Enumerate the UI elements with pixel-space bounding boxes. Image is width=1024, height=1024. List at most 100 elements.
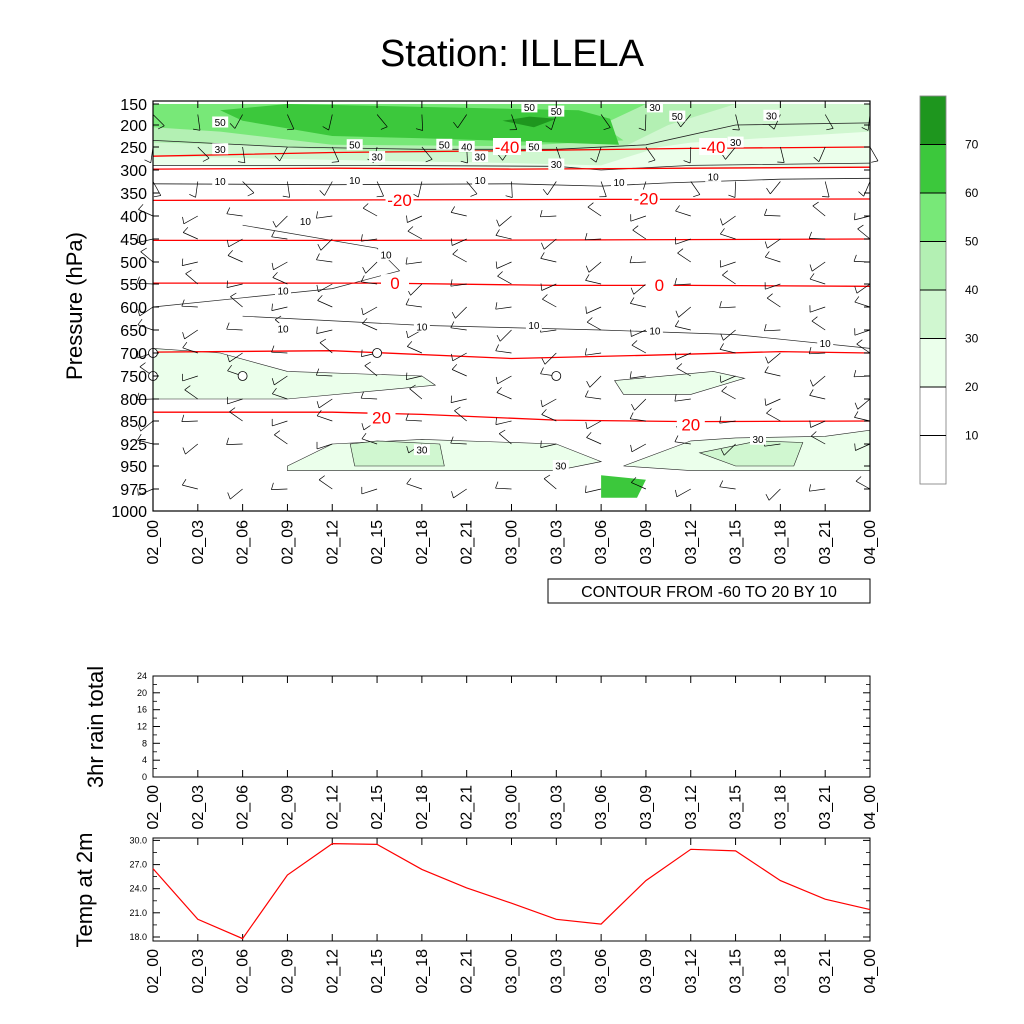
wind-barb-feather <box>586 317 593 323</box>
wind-barb-feather <box>318 475 325 481</box>
wind-barb-feather <box>362 203 369 209</box>
wind-barb <box>719 306 736 309</box>
wind-barb-feather <box>629 371 632 379</box>
wind-barb-feather <box>720 448 725 456</box>
wind-barb <box>809 238 826 240</box>
y-tick-label: 21.0 <box>129 908 147 918</box>
wind-barb-feather <box>319 190 325 196</box>
wind-barb <box>271 488 288 490</box>
wind-barb <box>184 389 199 400</box>
calm-wind-circle <box>237 371 248 381</box>
wind-barb <box>540 215 557 218</box>
wind-barb <box>675 326 691 331</box>
wind-barb <box>183 215 198 225</box>
wind-barb <box>818 146 826 162</box>
wind-barb-feather <box>854 402 859 410</box>
wind-barb-feather <box>677 248 684 254</box>
pressure-tick-label: 925 <box>120 437 147 454</box>
wind-barb <box>376 114 388 128</box>
colorbar-label: 50 <box>965 235 979 249</box>
wind-barb-feather <box>721 386 727 392</box>
wind-barb-feather <box>585 274 590 281</box>
speed-label-background <box>705 170 722 182</box>
wind-barb-feather <box>316 284 319 292</box>
wind-barb-feather <box>181 414 185 422</box>
wind-barb <box>631 329 647 337</box>
wind-barb-feather <box>495 261 498 269</box>
wind-barb-feather <box>540 283 543 291</box>
wind-barb-feather <box>182 216 185 224</box>
wind-barb-feather <box>540 399 543 407</box>
calm-wind-circle <box>551 371 562 381</box>
wind-barb <box>674 441 691 445</box>
wind-barb <box>407 346 423 354</box>
wind-barb-feather <box>674 394 677 402</box>
wind-barb-feather <box>630 329 632 337</box>
wind-barb <box>780 146 785 163</box>
wind-barb <box>765 256 781 263</box>
wind-barb <box>735 114 740 131</box>
colorbar-label: 30 <box>965 332 979 346</box>
y-tick-label: 27.0 <box>129 860 147 870</box>
wind-barb-feather <box>272 220 277 228</box>
y-tick-label: 4 <box>142 755 147 765</box>
wind-barb-feather <box>274 430 281 436</box>
speed-label-background <box>548 158 565 170</box>
speed-label-background <box>669 110 686 122</box>
wind-barb <box>405 419 422 422</box>
y-tick-label: 20 <box>137 688 147 698</box>
wind-barb-feather <box>496 334 501 342</box>
calm-wind-circle <box>372 348 383 358</box>
speed-contour-label: 10 <box>820 339 832 350</box>
wind-barb-feather <box>157 125 165 130</box>
wind-barb <box>680 114 692 128</box>
y-tick-label: 24 <box>137 671 147 681</box>
wind-barb-feather <box>809 379 814 387</box>
temperature-contour-line <box>152 350 871 360</box>
wind-barb <box>406 375 422 380</box>
wind-barb-feather <box>182 341 188 349</box>
speed-label-background <box>212 175 229 187</box>
pressure-tick-label: 200 <box>120 118 147 135</box>
temperature-label-background <box>631 189 660 207</box>
wind-barb <box>331 146 340 162</box>
wind-barb-feather <box>586 380 591 388</box>
wind-barb-feather <box>137 488 139 496</box>
wind-barb-feather <box>822 196 830 198</box>
wind-barb-feather <box>405 298 410 305</box>
temperature-contour-label: -40 <box>701 138 726 157</box>
wind-barb <box>586 420 602 430</box>
info-label: CONTOUR FROM -60 TO 20 BY 10 <box>581 584 837 601</box>
wind-barb-feather <box>720 333 724 341</box>
wind-barb <box>318 479 333 490</box>
wind-barb-feather <box>495 344 500 351</box>
wind-barb <box>272 420 288 427</box>
wind-barb <box>272 277 288 285</box>
wind-barb-feather <box>189 193 196 198</box>
pressure-tick-label: 450 <box>120 232 147 249</box>
wind-barb-feather <box>638 127 646 131</box>
wind-barb-feather <box>675 310 679 318</box>
wind-barb-feather <box>545 125 552 130</box>
speed-contour-label: 30 <box>416 446 428 457</box>
wind-barb <box>279 146 288 162</box>
temperature-contour-line <box>152 198 871 202</box>
time-tick-label: 02_15 <box>369 785 386 830</box>
wind-barb-feather <box>719 375 722 383</box>
pressure-tick-label: 850 <box>120 414 147 431</box>
pressure-tick-label: 1000 <box>111 504 147 521</box>
wind-barb <box>139 306 154 317</box>
speed-contour-label: 10 <box>380 251 392 262</box>
wind-barb-feather <box>229 407 236 413</box>
wind-barb-feather <box>230 292 237 297</box>
wind-barb <box>585 396 602 400</box>
wind-barb <box>140 420 154 432</box>
wind-barb <box>274 375 288 386</box>
wind-barb-feather <box>227 355 230 363</box>
wind-barb <box>137 324 154 331</box>
shade-30-midlevel-east <box>614 371 746 395</box>
wind-barb-feather <box>405 413 409 421</box>
wind-barb <box>542 298 557 308</box>
wind-barb-feather <box>764 398 767 406</box>
wind-barb-feather <box>137 235 139 243</box>
